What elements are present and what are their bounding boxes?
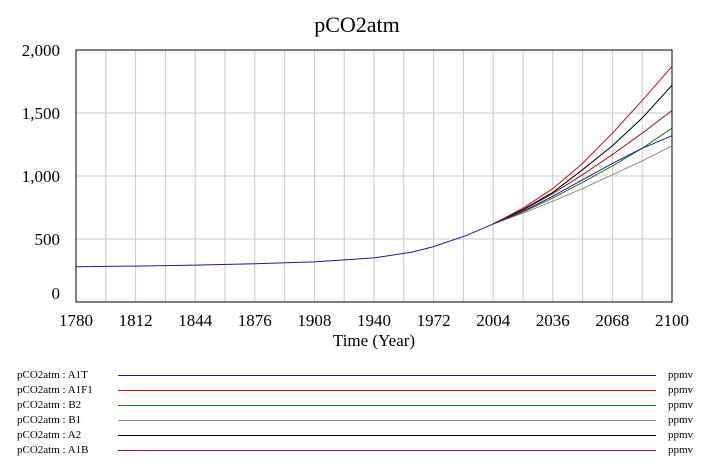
chart: pCO2atm 0 500 1,000 1,500 2,000 1780 1812 1844… (22, 12, 689, 350)
x-axis: 1780 1812 1844 1876 1908 1940 1972 2004 2036 2068… (59, 311, 689, 330)
legend-label: pCO2atm : A1B (17, 444, 89, 456)
legend-swatch (118, 450, 656, 451)
legend-label: pCO2atm : A2 (17, 429, 82, 441)
series-line (492, 110, 673, 225)
legend-swatch (118, 390, 656, 391)
series-line (493, 145, 673, 225)
legend-unit: ppmv (668, 429, 694, 441)
legend-item: pCO2atm : B2 ppmv (0, 398, 710, 413)
legend: pCO2atm : A1T ppmv pCO2atm : A1F1 ppmv pCO2a… (0, 368, 710, 458)
x-tick-label: 2068 (595, 311, 629, 330)
x-tick-label: 2036 (536, 311, 570, 330)
x-axis-label: Time (Year) (333, 331, 415, 350)
y-tick-label: 1,500 (22, 104, 60, 123)
legend-unit: ppmv (668, 414, 694, 426)
legend-item: pCO2atm : A1B ppmv (0, 443, 710, 458)
legend-swatch (118, 375, 656, 376)
y-axis: 0 500 1,000 1,500 2,000 (22, 41, 60, 303)
legend-swatch (118, 420, 656, 421)
series-line (492, 66, 673, 225)
plot-area (75, 49, 673, 303)
y-tick-label: 0 (52, 284, 61, 303)
x-tick-label: 1940 (357, 311, 391, 330)
legend-label: pCO2atm : B1 (17, 414, 82, 426)
legend-label: pCO2atm : B2 (17, 399, 82, 411)
legend-swatch (118, 405, 656, 406)
y-tick-label: 500 (35, 230, 61, 249)
x-tick-label: 1812 (119, 311, 153, 330)
legend-swatch (118, 435, 656, 436)
x-tick-label: 1780 (59, 311, 93, 330)
chart-title: pCO2atm (314, 12, 400, 37)
legend-item: pCO2atm : B1 ppmv (0, 413, 710, 428)
x-tick-label: 1844 (178, 311, 213, 330)
y-tick-label: 1,000 (22, 167, 60, 186)
grid (76, 50, 672, 302)
series-line (75, 135, 673, 268)
legend-item: pCO2atm : A2 ppmv (0, 428, 710, 443)
legend-item: pCO2atm : A1F1 ppmv (0, 383, 710, 398)
x-tick-label: 2100 (655, 311, 689, 330)
x-tick-label: 1876 (238, 311, 272, 330)
x-tick-label: 1972 (417, 311, 451, 330)
x-tick-label: 1908 (297, 311, 331, 330)
legend-label: pCO2atm : A1T (17, 369, 88, 381)
legend-unit: ppmv (668, 399, 694, 411)
legend-unit: ppmv (668, 444, 694, 456)
legend-item: pCO2atm : A1T ppmv (0, 368, 710, 383)
x-tick-label: 2004 (476, 311, 511, 330)
y-tick-label: 2,000 (22, 41, 60, 60)
legend-unit: ppmv (668, 384, 694, 396)
legend-label: pCO2atm : A1F1 (17, 384, 93, 396)
legend-unit: ppmv (668, 369, 694, 381)
series-lines (75, 66, 673, 268)
series-line (492, 84, 673, 225)
